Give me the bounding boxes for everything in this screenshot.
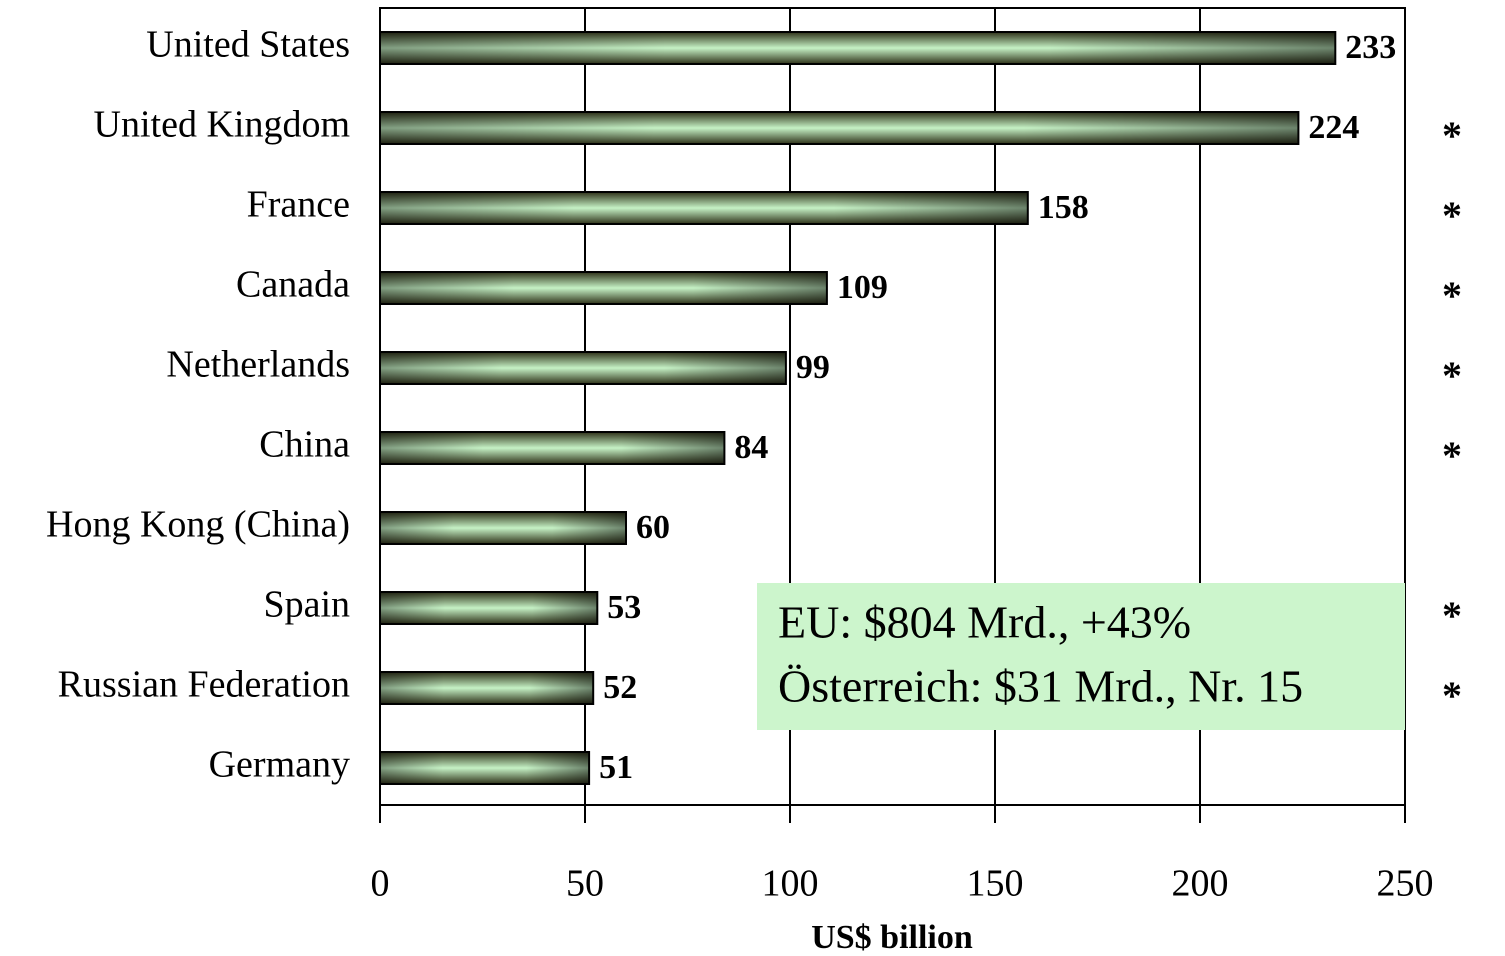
y-tick-label: Germany: [209, 744, 350, 786]
marker: *: [1442, 433, 1462, 478]
value-label: 233: [1345, 29, 1396, 66]
marker: *: [1442, 273, 1462, 318]
marker: *: [1442, 113, 1462, 158]
y-tick-label: United States: [146, 24, 350, 66]
value-label: 224: [1308, 109, 1359, 146]
bar: [379, 671, 595, 705]
value-label: 60: [636, 509, 670, 546]
value-label: 51: [599, 749, 633, 786]
y-tick-label: Hong Kong (China): [46, 504, 350, 546]
y-tick-label: France: [247, 184, 350, 226]
bar: [379, 111, 1300, 145]
bar: [379, 751, 591, 785]
value-label: 53: [607, 589, 641, 626]
y-tick-label: United Kingdom: [94, 104, 350, 146]
value-label: 109: [837, 269, 888, 306]
value-label: 84: [734, 429, 768, 466]
annotation-text: EU: $804 Mrd., +43%: [778, 597, 1191, 648]
y-tick-label: China: [259, 424, 350, 466]
marker: *: [1442, 593, 1462, 638]
x-tick-label: 200: [1172, 863, 1229, 905]
marker: *: [1442, 353, 1462, 398]
x-tick-label: 150: [967, 863, 1024, 905]
x-tick-label: 50: [566, 863, 604, 905]
bar: [379, 31, 1337, 65]
bar: [379, 591, 599, 625]
value-label: 158: [1038, 189, 1089, 226]
y-tick-label: Russian Federation: [58, 664, 350, 706]
bar: [379, 191, 1029, 225]
annotation-box: [757, 583, 1405, 730]
x-tick-label: 250: [1377, 863, 1434, 905]
x-tick-label: 0: [371, 863, 390, 905]
y-tick-label: Canada: [236, 264, 350, 306]
x-axis-label: US$ billion: [811, 919, 973, 956]
value-label: 99: [796, 349, 830, 386]
y-tick-label: Netherlands: [166, 344, 350, 386]
value-label: 52: [603, 669, 637, 706]
bar: [379, 271, 828, 305]
y-tick-label: Spain: [263, 584, 350, 626]
bar: [379, 431, 726, 465]
marker: *: [1442, 193, 1462, 238]
bar: [379, 511, 627, 545]
marker: *: [1442, 673, 1462, 718]
bar: [379, 351, 787, 385]
x-tick-label: 100: [762, 863, 819, 905]
annotation-text: Österreich: $31 Mrd., Nr. 15: [778, 661, 1303, 712]
